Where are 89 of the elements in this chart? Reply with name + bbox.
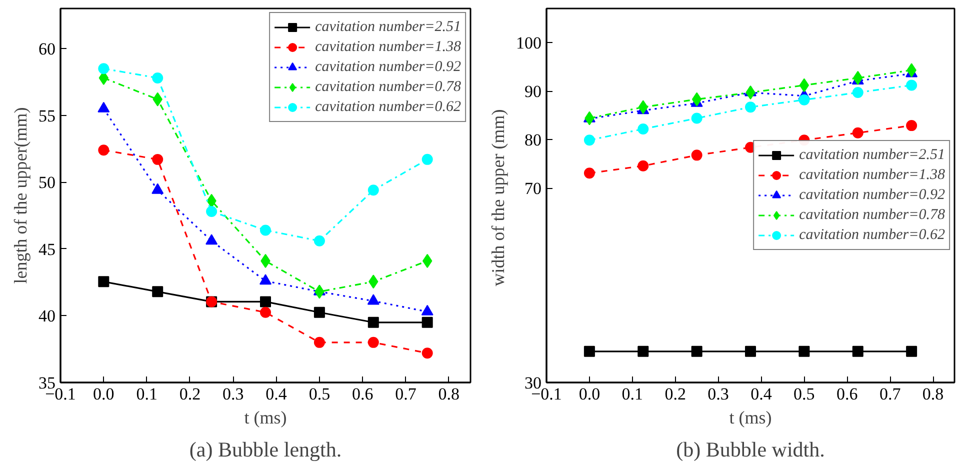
point [691,112,702,124]
point [745,102,756,113]
x-tick-label: 0.0 [578,384,600,404]
y-axis-title: length of the upper(mm) [10,107,30,284]
point [422,348,433,359]
point [260,224,271,236]
y-tick-label: 45 [38,240,56,259]
legend-label: cavitation number=0.92 [799,186,945,204]
point [152,154,164,165]
point [152,183,164,194]
point [799,78,810,92]
x-tick-label: 0.7 [395,384,417,404]
y-tick-label: 90 [524,82,542,102]
point [98,63,110,74]
y-tick-label: 55 [38,106,56,126]
x-tick-label: 0.8 [922,384,944,404]
point [638,346,649,357]
y-tick-label: 50 [38,173,56,192]
point [260,306,271,318]
x-tick-label: 0.6 [836,384,858,404]
point [368,184,379,196]
point [422,316,433,328]
point [691,346,702,357]
point [367,294,380,305]
point [206,206,218,218]
point [691,150,702,161]
point [584,168,595,179]
point [152,286,164,298]
point [152,72,164,84]
x-tick-label: 0.5 [308,384,330,404]
legend-label: cavitation number=2.51 [315,18,461,36]
point [852,127,864,138]
y-tick-label: 80 [524,130,542,150]
x-tick-label: 0.2 [179,384,201,404]
x-tick-label: 0.7 [879,384,902,404]
point [98,276,110,288]
x-tick-label: 0.5 [794,384,815,404]
x-axis-title: t (ms) [729,408,772,428]
point [584,346,595,357]
point [260,296,271,308]
x-tick-label: 0.3 [222,384,244,404]
point [798,346,810,357]
x-tick-label: 0.3 [708,384,729,404]
point [314,306,325,318]
y-tick-label: 40 [38,306,56,326]
x-tick-label: 0.2 [664,384,686,404]
point [314,336,325,348]
legend-label: cavitation number=1.38 [799,166,945,184]
x-axis-title: t (ms) [244,408,287,428]
x-tick-label: 0.0 [93,384,114,404]
legend-label: cavitation number=0.78 [315,78,461,96]
point [638,123,649,134]
x-tick-label: 0.8 [438,384,460,404]
point [260,274,272,285]
text: (a) Bubble length. [189,438,342,462]
legend-label: cavitation number=0.92 [315,58,461,76]
y-axis-title: width of the upper (mm) [488,109,508,286]
point [368,336,379,348]
point [584,134,595,146]
x-tick-label: 0.6 [352,384,374,404]
point [98,144,110,156]
y-tick-label: 100 [516,34,542,52]
y-tick-label: 70 [524,179,542,198]
point [421,304,434,316]
point [906,80,918,91]
point [98,102,110,112]
x-tick-label: 0.4 [266,384,288,404]
x-tick-label: 0.1 [136,384,158,404]
x-tick-label: 0.1 [622,384,644,404]
legend-label: cavitation number=1.38 [315,38,461,56]
point [745,346,756,357]
legend-label: cavitation number=0.78 [799,206,945,224]
point [852,87,864,98]
point [692,92,702,106]
point [422,154,433,165]
point [206,234,218,245]
legend-label: cavitation number=2.51 [799,146,945,164]
text: (b) Bubble width. [676,438,825,462]
y-tick-label: 60 [38,40,56,59]
point [368,316,379,328]
legend-label: cavitation number=0.62 [799,226,945,244]
point [906,120,918,132]
point [798,94,810,106]
legend-label: cavitation number=0.62 [315,98,461,116]
point [852,346,864,357]
point [314,235,325,246]
point [906,346,918,357]
x-tick-label: 0.4 [750,384,772,404]
point [638,160,649,172]
